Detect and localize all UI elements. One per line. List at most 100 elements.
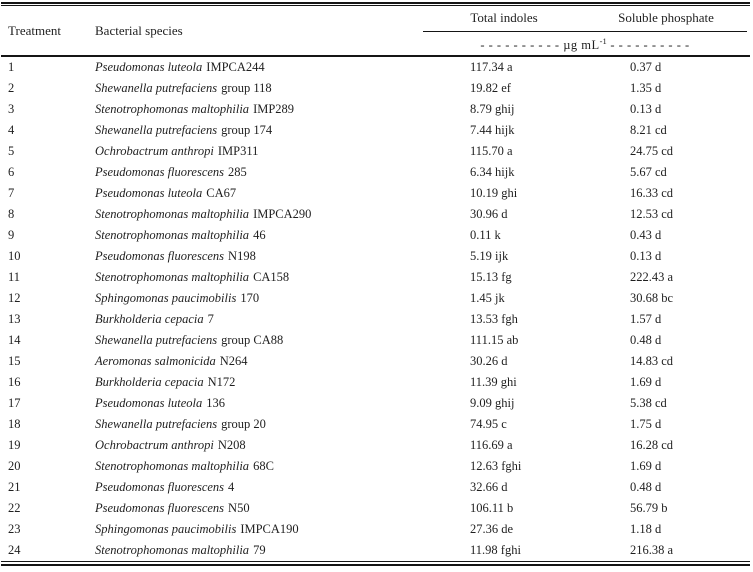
soluble-phosphate-cell: 1.35 d (630, 81, 662, 95)
treatment-cell: 22 (8, 501, 21, 515)
strain-id: IMP311 (217, 144, 259, 158)
species-cell: Burkholderia cepacia N172 (87, 372, 462, 393)
total-indoles-cell: 32.66 d (470, 480, 508, 494)
treatment-cell: 12 (8, 291, 21, 305)
species-name: Pseudomonas fluorescens (95, 249, 225, 263)
treatment-cell: 8 (8, 207, 15, 221)
strain-id: 170 (240, 291, 260, 305)
strain-id: IMPCA190 (240, 522, 299, 536)
total-indoles-cell: 5.19 ijk (470, 249, 509, 263)
table-row: 12 Sphingomonas paucimobilis 170 1.45 jk … (0, 288, 753, 309)
soluble-phosphate-cell: 1.18 d (630, 522, 662, 536)
total-indoles-cell: 9.09 ghij (470, 396, 515, 410)
total-indoles-cell: 15.13 fg (470, 270, 512, 284)
table-row: 24 Stenotrophomonas maltophilia 79 11.98 … (0, 540, 753, 561)
species-name: Pseudomonas luteola (95, 186, 203, 200)
total-indoles-cell: 19.82 ef (470, 81, 511, 95)
species-cell: Stenotrophomonas maltophilia CA158 (87, 267, 462, 288)
soluble-phosphate-cell: 0.48 d (630, 480, 662, 494)
species-name: Pseudomonas luteola (95, 60, 203, 74)
total-indoles-cell: 8.79 ghij (470, 102, 515, 116)
treatment-cell: 15 (8, 354, 21, 368)
treatment-cell: 6 (8, 165, 15, 179)
species-name: Pseudomonas fluorescens (95, 501, 225, 515)
total-indoles-cell: 111.15 ab (470, 333, 519, 347)
strain-id: IMP289 (253, 102, 295, 116)
species-name: Stenotrophomonas maltophilia (95, 270, 250, 284)
table-row: 10 Pseudomonas fluorescens N198 5.19 ijk … (0, 246, 753, 267)
treatment-cell: 3 (8, 102, 15, 116)
total-indoles-cell: 115.70 a (470, 144, 513, 158)
species-cell: Burkholderia cepacia 7 (87, 309, 462, 330)
header-value-columns: Total indoles Soluble phosphate - - - - … (423, 10, 747, 53)
soluble-phosphate-cell: 1.75 d (630, 417, 662, 431)
species-name: Shewanella putrefaciens (95, 81, 218, 95)
soluble-phosphate-cell: 216.38 a (630, 543, 674, 557)
species-name: Burkholderia cepacia (95, 312, 204, 326)
soluble-phosphate-cell: 0.13 d (630, 249, 662, 263)
species-name: Pseudomonas fluorescens (95, 480, 225, 494)
total-indoles-cell: 106.11 b (470, 501, 514, 515)
strain-id: 4 (228, 480, 235, 494)
species-cell: Pseudomonas luteola CA67 (87, 183, 462, 204)
treatment-cell: 23 (8, 522, 21, 536)
table-row: 5 Ochrobactrum anthropi IMP311 115.70 a 2… (0, 141, 753, 162)
strain-id: 285 (228, 165, 247, 179)
table-row: 1 Pseudomonas luteola IMPCA244 117.34 a 0… (0, 57, 753, 78)
species-name: Stenotrophomonas maltophilia (95, 207, 250, 221)
table-row: 16 Burkholderia cepacia N172 11.39 ghi 1.… (0, 372, 753, 393)
column-header-treatment: Treatment (8, 23, 61, 38)
species-name: Shewanella putrefaciens (95, 333, 218, 347)
strain-id: N264 (219, 354, 248, 368)
treatment-cell: 21 (8, 480, 21, 494)
value-column-headers: Total indoles Soluble phosphate (423, 10, 747, 32)
soluble-phosphate-cell: 1.69 d (630, 459, 662, 473)
treatment-cell: 18 (8, 417, 21, 431)
species-cell: Stenotrophomonas maltophilia 46 (87, 225, 462, 246)
table-row: 17 Pseudomonas luteola 136 9.09 ghij 5.38… (0, 393, 753, 414)
total-indoles-cell: 12.63 fghi (470, 459, 522, 473)
species-cell: Pseudomonas fluorescens 285 (87, 162, 462, 183)
species-name: Stenotrophomonas maltophilia (95, 228, 250, 242)
treatment-cell: 7 (8, 186, 15, 200)
species-cell: Shewanella putrefaciens group CA88 (87, 330, 462, 351)
table-top-rule (1, 2, 750, 6)
treatment-cell: 4 (8, 123, 15, 137)
strain-id: 7 (207, 312, 214, 326)
table-row: 4 Shewanella putrefaciens group 174 7.44 … (0, 120, 753, 141)
strain-id: group 174 (221, 123, 273, 137)
column-header-total-indoles: Total indoles (470, 10, 538, 25)
treatment-cell: 11 (8, 270, 21, 284)
table-row: 3 Stenotrophomonas maltophilia IMP289 8.7… (0, 99, 753, 120)
treatment-cell: 17 (8, 396, 21, 410)
species-cell: Stenotrophomonas maltophilia IMP289 (87, 99, 462, 120)
total-indoles-cell: 7.44 hijk (470, 123, 515, 137)
units-dashes-right: - - - - - - - - - - (606, 38, 690, 53)
treatment-cell: 16 (8, 375, 21, 389)
units-row: - - - - - - - - - - µg mL-1 - - - - - - … (423, 32, 747, 53)
treatment-cell: 2 (8, 81, 15, 95)
strain-id: 68C (253, 459, 274, 473)
total-indoles-cell: 1.45 jk (470, 291, 505, 305)
species-cell: Stenotrophomonas maltophilia IMPCA290 (87, 204, 462, 225)
table-row: 22 Pseudomonas fluorescens N50 106.11 b 5… (0, 498, 753, 519)
header-bottom-rule (1, 55, 750, 57)
species-cell: Sphingomonas paucimobilis IMPCA190 (87, 519, 462, 540)
total-indoles-cell: 11.39 ghi (470, 375, 517, 389)
treatment-cell: 19 (8, 438, 21, 452)
treatment-cell: 9 (8, 228, 15, 242)
soluble-phosphate-cell: 0.37 d (630, 60, 662, 74)
strain-id: IMPCA290 (253, 207, 312, 221)
total-indoles-cell: 0.11 k (470, 228, 501, 242)
table-row: 21 Pseudomonas fluorescens 4 32.66 d 0.48… (0, 477, 753, 498)
strain-id: N172 (207, 375, 236, 389)
species-name: Shewanella putrefaciens (95, 123, 218, 137)
table-body: 1 Pseudomonas luteola IMPCA244 117.34 a 0… (0, 57, 753, 561)
soluble-phosphate-cell: 1.57 d (630, 312, 662, 326)
strain-id: N50 (228, 501, 250, 515)
strain-id: CA158 (253, 270, 290, 284)
units-dashes-left: - - - - - - - - - - (480, 38, 560, 53)
treatment-cell: 14 (8, 333, 21, 347)
soluble-phosphate-cell: 30.68 bc (630, 291, 674, 305)
total-indoles-cell: 13.53 fgh (470, 312, 518, 326)
